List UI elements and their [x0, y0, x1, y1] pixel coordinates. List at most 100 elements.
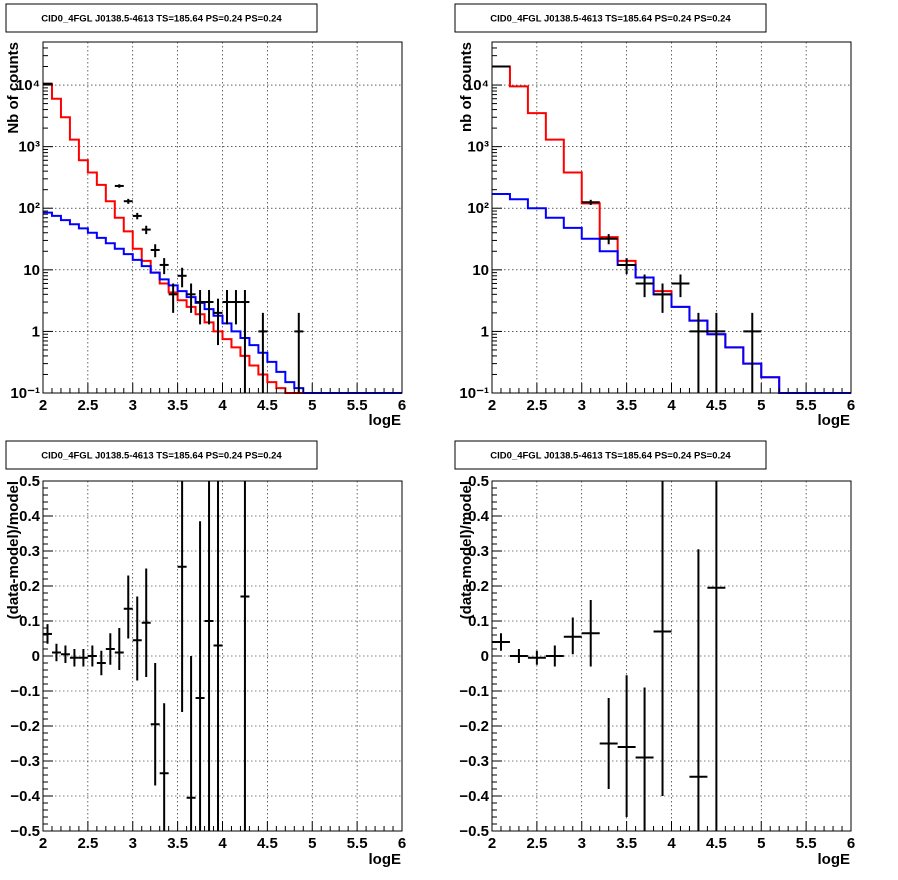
data-point	[177, 267, 187, 288]
x-tick-label: 3	[129, 397, 137, 414]
data-point	[213, 481, 223, 831]
y-tick-label: 0.5	[468, 473, 489, 490]
x-tick-label: 4.5	[706, 835, 727, 852]
y-axis-label: nb of counts	[458, 42, 475, 132]
data-point	[635, 274, 654, 298]
x-tick-label: 3.5	[616, 835, 637, 852]
x-axis-label: logE	[818, 851, 851, 868]
data-point	[689, 312, 708, 393]
y-tick-label: 10³	[18, 139, 40, 156]
data-point	[150, 244, 160, 258]
data-point	[51, 643, 61, 662]
y-tick-label: −0.1	[10, 683, 40, 700]
panel-top-left: 2 2.5 3 3.5 4 4.5 5 5.5 6 10⁻¹ 1 10 10² 10³ 10⁴ logE Nb …	[5, 3, 406, 429]
x-tick-label: 2.5	[526, 835, 547, 852]
data-point	[545, 645, 564, 667]
x-tick-label: 5.5	[347, 397, 368, 414]
data-point	[159, 258, 169, 275]
data-point	[69, 649, 79, 667]
y-axis-label: Nb of counts	[5, 42, 22, 134]
data-point	[60, 645, 70, 663]
title-box	[454, 3, 767, 33]
data-point	[743, 312, 762, 393]
y-tick-label: 0.3	[19, 543, 40, 560]
chart-title: CID0_4FGL J0138.5-4613 TS=185.64 PS=0.24…	[490, 14, 731, 25]
data-point	[132, 212, 142, 220]
y-tick-label: 10⁻¹	[459, 385, 489, 402]
x-tick-label: 3	[129, 835, 137, 852]
x-tick-label: 4.5	[706, 397, 727, 414]
data-point	[258, 312, 268, 393]
data-point	[43, 82, 52, 85]
data-point	[617, 675, 636, 817]
y-tick-label: 0.5	[19, 473, 40, 490]
chart-title: CID0_4FGL J0138.5-4613 TS=185.64 PS=0.24…	[41, 451, 282, 462]
data-point	[231, 290, 241, 325]
x-tick-label: 4	[218, 835, 227, 852]
data-point	[141, 568, 151, 677]
panel-bottom-right: 2 2.5 3 3.5 4 4.5 5 5.5 6 −0.5 −0.4 −0.3 −0.2 −0.1 0 0.…	[454, 440, 855, 868]
x-axis-label: logE	[369, 851, 402, 868]
chart-title: CID0_4FGL J0138.5-4613 TS=185.64 PS=0.24…	[41, 14, 282, 25]
y-tick-label: −0.1	[459, 683, 489, 700]
data-point	[177, 481, 187, 712]
x-tick-label: 4.5	[257, 397, 278, 414]
x-tick-label: 5.5	[347, 835, 368, 852]
y-tick-label: −0.2	[459, 718, 489, 735]
data-point	[123, 198, 133, 204]
y-tick-label: 1	[32, 323, 40, 340]
data-point	[96, 650, 106, 676]
y-tick-label: 0.2	[19, 578, 40, 595]
y-tick-label: −0.4	[10, 788, 40, 805]
data-point	[617, 258, 636, 275]
y-tick-label: −0.5	[10, 823, 40, 840]
data-point	[213, 298, 223, 346]
x-tick-label: 4	[218, 397, 227, 414]
data-point	[294, 312, 304, 393]
y-axis-label: (data-model)/model	[458, 481, 475, 619]
data-point	[114, 184, 124, 188]
x-tick-label: 3.5	[167, 835, 188, 852]
y-tick-label: 0.4	[468, 508, 490, 525]
x-tick-label: 6	[847, 397, 855, 414]
y-tick-label: −0.5	[459, 823, 489, 840]
data-point	[599, 698, 618, 789]
data-point	[707, 312, 726, 393]
title-box	[5, 440, 318, 470]
x-tick-label: 5.5	[796, 397, 817, 414]
x-tick-label: 2.5	[77, 397, 98, 414]
data-point	[689, 549, 708, 831]
y-tick-label: 10⁴	[16, 77, 40, 94]
data-point	[168, 283, 178, 313]
data-point	[141, 225, 151, 235]
x-axis-label: logE	[818, 412, 851, 429]
data-point	[671, 274, 690, 298]
data-point	[132, 596, 142, 681]
data-point	[195, 521, 205, 831]
x-tick-label: 5.5	[796, 835, 817, 852]
y-tick-label: 0	[32, 648, 40, 665]
y-tick-label: 10⁴	[465, 77, 489, 94]
data-point	[114, 628, 124, 670]
y-tick-label: −0.2	[10, 718, 40, 735]
data-point	[204, 481, 214, 831]
title-box	[454, 440, 767, 470]
x-tick-label: 4	[667, 835, 676, 852]
x-tick-label: 3.5	[167, 397, 188, 414]
y-tick-label: 0	[481, 648, 489, 665]
y-tick-label: 0.3	[468, 543, 489, 560]
data-point	[707, 481, 726, 831]
x-tick-label: 2	[39, 397, 47, 414]
y-tick-label: 0.2	[468, 578, 489, 595]
panel-bottom-left: 2 2.5 3 3.5 4 4.5 5 5.5 6 −0.5 −0.4 −0.3 −0.2 −0.1 0 0.…	[5, 440, 406, 868]
x-tick-label: 5	[308, 397, 316, 414]
panel-top-right: 2 2.5 3 3.5 4 4.5 5 5.5 6 10⁻¹ 1 10 10² 10³ 10⁴ logE nb …	[454, 3, 855, 429]
data-point	[105, 633, 115, 665]
data-point	[195, 290, 205, 325]
data-point	[43, 624, 52, 644]
y-tick-label: −0.3	[10, 753, 40, 770]
x-tick-label: 6	[847, 835, 855, 852]
data-point	[653, 481, 672, 796]
